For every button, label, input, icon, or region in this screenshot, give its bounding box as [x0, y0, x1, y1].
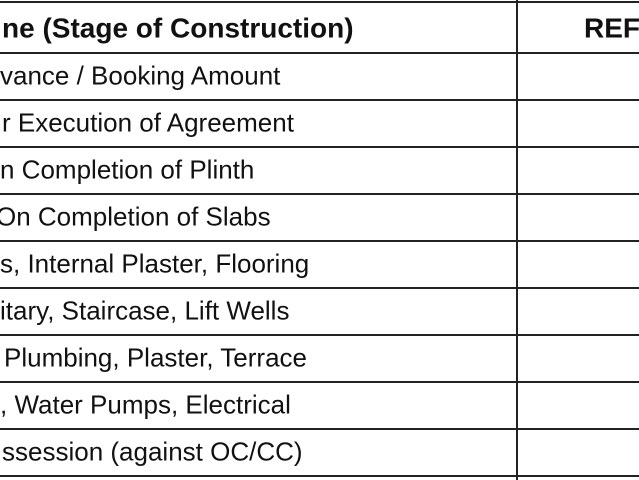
row-cell: n Completion of Plinth	[0, 154, 254, 184]
row-cell: r Execution of Agreement	[2, 107, 295, 137]
row-cell: On Completion of Slabs	[0, 201, 271, 231]
header-cell: ne (Stage of Construction)	[2, 12, 354, 43]
row-cell: vance / Booking Amount	[0, 60, 281, 90]
row-cell: s, Internal Plaster, Flooring	[0, 248, 309, 278]
row-cell: , Water Pumps, Electrical	[0, 389, 291, 419]
header-cell: REF	[584, 12, 639, 43]
row-cell: Plumbing, Plaster, Terrace	[4, 342, 307, 372]
row-cell: ssession (against OC/CC)	[2, 436, 303, 466]
row-cell: itary, Staircase, Lift Wells	[0, 295, 289, 325]
